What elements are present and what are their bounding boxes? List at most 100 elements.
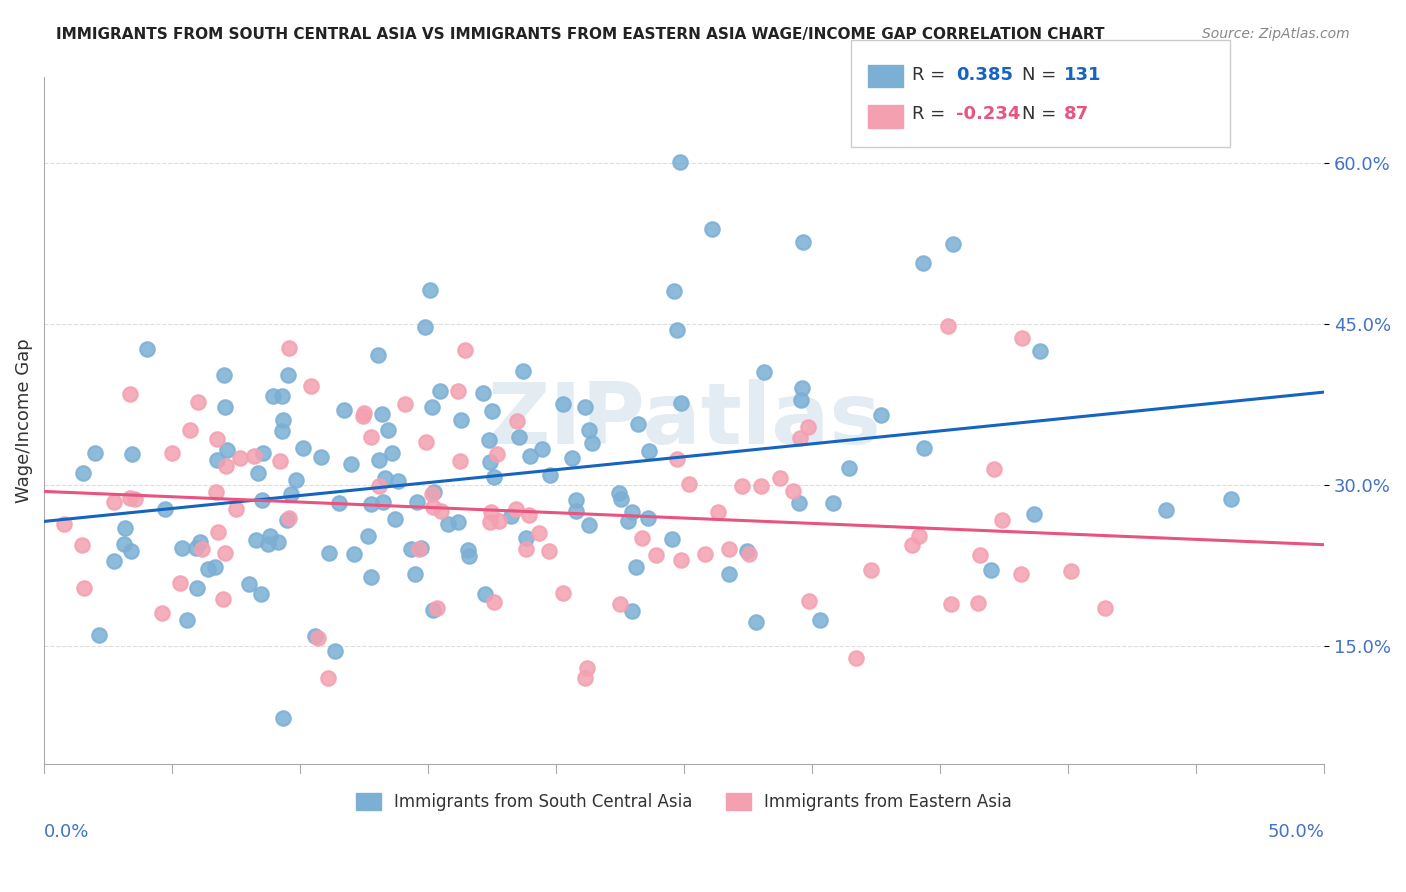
Point [665, 452, 688, 467]
Point [912, 441, 935, 455]
Point [273, 711, 295, 725]
Point [367, 348, 389, 362]
Point [426, 600, 449, 615]
Point [83, 446, 105, 460]
Point [103, 495, 125, 509]
Point [411, 541, 433, 555]
Point [1156, 503, 1178, 517]
Point [276, 513, 298, 527]
Point [381, 446, 404, 460]
Point [983, 462, 1005, 476]
Point [578, 423, 600, 437]
Point [644, 548, 666, 562]
Point [257, 537, 280, 551]
Point [471, 385, 494, 400]
Point [423, 484, 446, 499]
Point [789, 431, 811, 445]
Point [482, 595, 505, 609]
Point [519, 449, 541, 463]
Point [610, 492, 633, 507]
Text: 131: 131 [1064, 66, 1102, 84]
Point [578, 517, 600, 532]
Point [238, 577, 260, 591]
Point [408, 541, 430, 556]
Point [87, 627, 110, 641]
Point [565, 492, 588, 507]
Point [1060, 564, 1083, 578]
Point [519, 508, 541, 523]
Point [404, 566, 426, 581]
Text: R =: R = [912, 105, 952, 123]
Point [120, 543, 142, 558]
Point [481, 404, 503, 418]
Point [212, 368, 235, 383]
Point [270, 389, 292, 403]
Point [429, 384, 451, 399]
Point [478, 515, 501, 529]
Point [505, 501, 527, 516]
Point [357, 529, 380, 543]
Point [515, 541, 537, 556]
Point [617, 514, 640, 528]
Point [474, 586, 496, 600]
Point [479, 505, 502, 519]
Point [718, 541, 741, 556]
Point [419, 283, 441, 297]
Point [160, 446, 183, 460]
Point [217, 442, 239, 457]
Point [384, 512, 406, 526]
Text: 87: 87 [1064, 105, 1090, 123]
Point [353, 406, 375, 420]
Point [191, 542, 214, 557]
Point [942, 236, 965, 251]
Point [184, 541, 207, 556]
Point [135, 342, 157, 356]
Point [638, 443, 661, 458]
Point [153, 501, 176, 516]
Text: IMMIGRANTS FROM SOUTH CENTRAL ASIA VS IMMIGRANTS FROM EASTERN ASIA WAGE/INCOME G: IMMIGRANTS FROM SOUTH CENTRAL ASIA VS IM… [56, 27, 1105, 42]
Point [631, 531, 654, 545]
Point [478, 455, 501, 469]
Point [271, 413, 294, 427]
Point [360, 497, 382, 511]
Text: 0.0%: 0.0% [44, 823, 90, 841]
Point [112, 537, 135, 551]
Point [169, 576, 191, 591]
Point [277, 511, 299, 525]
Point [515, 532, 537, 546]
Point [215, 459, 238, 474]
Point [205, 484, 228, 499]
Point [537, 543, 560, 558]
Point [860, 562, 883, 576]
Point [607, 486, 630, 500]
Point [938, 318, 960, 333]
Point [387, 474, 409, 488]
Point [371, 407, 394, 421]
Point [969, 548, 991, 562]
Point [360, 570, 382, 584]
Point [870, 409, 893, 423]
Point [797, 594, 820, 608]
Point [908, 529, 931, 543]
Point [437, 516, 460, 531]
Point [669, 553, 692, 567]
Point [373, 495, 395, 509]
Point [309, 450, 332, 464]
Point [1022, 507, 1045, 521]
Point [574, 400, 596, 414]
Point [214, 401, 236, 415]
Point [246, 466, 269, 480]
Point [124, 491, 146, 506]
Point [377, 424, 399, 438]
Point [609, 597, 631, 611]
Point [225, 502, 247, 516]
Point [823, 496, 845, 510]
Text: 50.0%: 50.0% [1267, 823, 1324, 841]
Point [70, 538, 93, 552]
Point [620, 505, 643, 519]
Point [662, 284, 685, 298]
Point [328, 496, 350, 510]
Point [207, 524, 229, 539]
Point [627, 417, 650, 431]
Point [245, 533, 267, 547]
